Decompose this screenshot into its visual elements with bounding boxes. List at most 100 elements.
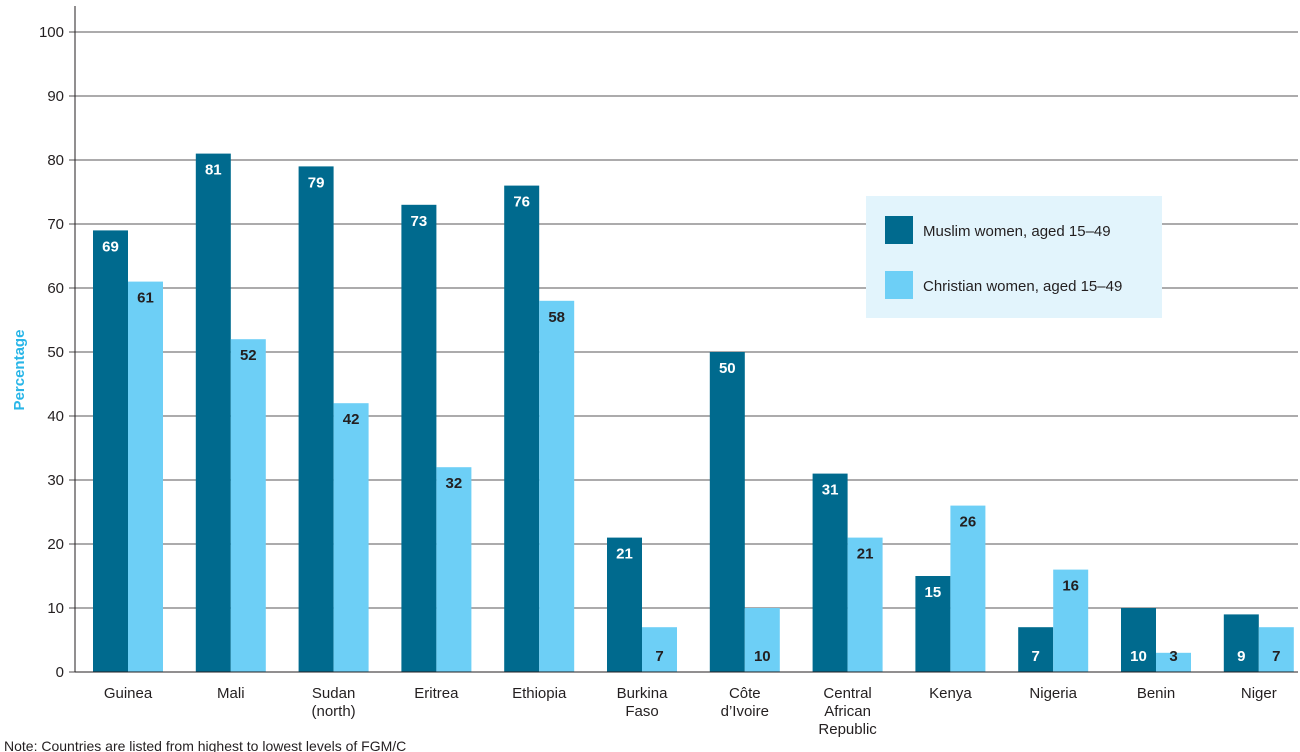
data-label: 81 xyxy=(205,162,222,179)
data-label: 31 xyxy=(822,482,839,499)
data-label: 16 xyxy=(1062,578,1079,595)
bar xyxy=(812,473,848,672)
x-tick-label: Guinea xyxy=(104,685,153,702)
gridlines xyxy=(75,31,1298,609)
data-label: 9 xyxy=(1237,648,1245,665)
bar xyxy=(230,339,266,672)
y-tick-label: 10 xyxy=(47,600,64,617)
x-tick-label: Burkina Faso xyxy=(617,685,669,720)
legend-box xyxy=(866,196,1162,318)
data-label: 10 xyxy=(754,648,771,665)
x-tick-label-line: Mali xyxy=(217,685,245,702)
y-axis-ticks: 0 10 20 30 40 50 60 70 80 90 100 xyxy=(39,24,75,681)
bar xyxy=(539,300,575,672)
bar xyxy=(195,153,231,673)
x-tick-label-line: Burkina xyxy=(617,685,669,702)
x-tick-label-line: Faso xyxy=(625,703,658,720)
bars: 6961815279427332765821750103121152671610… xyxy=(93,153,1294,673)
x-tick-label: Eritrea xyxy=(414,685,459,702)
bar xyxy=(1018,627,1054,672)
x-axis-category-labels: Guinea Mali Sudan (north) Eritrea Ethiopia Bur… xyxy=(104,685,1277,738)
data-label: 7 xyxy=(1272,648,1280,665)
x-tick-label-line: Nigeria xyxy=(1029,685,1077,702)
bar xyxy=(847,537,883,672)
x-tick-label: Benin xyxy=(1137,685,1175,702)
x-tick-label: Mali xyxy=(217,685,245,702)
x-tick-label: Central African Republic xyxy=(818,685,877,738)
y-axis-title: Percentage xyxy=(11,330,28,411)
bar xyxy=(607,537,642,672)
bar xyxy=(1258,627,1294,672)
data-label: 32 xyxy=(446,475,463,492)
legend-label: Muslim women, aged 15–49 xyxy=(923,223,1111,240)
legend: Muslim women, aged 15–49 Christian women,… xyxy=(866,196,1162,318)
data-label: 52 xyxy=(240,347,257,364)
data-label: 21 xyxy=(616,546,633,563)
bar xyxy=(1156,652,1191,672)
y-tick-label: 40 xyxy=(47,408,64,425)
bar xyxy=(298,166,334,672)
x-tick-label: Nigeria xyxy=(1029,685,1077,702)
data-label: 58 xyxy=(548,309,565,326)
data-label: 61 xyxy=(137,290,154,307)
y-tick-label: 20 xyxy=(47,536,64,553)
legend-swatch xyxy=(885,271,913,299)
x-tick-label-line: African xyxy=(824,703,871,720)
data-label: 69 xyxy=(102,238,119,255)
bar xyxy=(1121,608,1156,672)
bar xyxy=(504,185,540,672)
chart-note: Note: Countries are listed from highest … xyxy=(4,738,406,752)
y-tick-label: 30 xyxy=(47,472,64,489)
x-tick-label-line: Côte xyxy=(729,685,761,702)
x-tick-label-line: Central xyxy=(823,685,871,702)
x-tick-label-line: Benin xyxy=(1137,685,1175,702)
bar xyxy=(744,608,780,672)
data-label: 7 xyxy=(1032,648,1040,665)
x-tick-label: Côte d’Ivoire xyxy=(721,685,769,720)
bar xyxy=(401,204,437,673)
bar xyxy=(709,352,745,672)
data-label: 15 xyxy=(925,584,942,601)
x-tick-label-line: Ethiopia xyxy=(512,685,567,702)
data-label: 79 xyxy=(308,174,325,191)
bar xyxy=(436,467,472,672)
data-label: 3 xyxy=(1169,648,1177,665)
data-label: 7 xyxy=(655,648,663,665)
x-tick-label-line: Guinea xyxy=(104,685,153,702)
y-tick-label: 60 xyxy=(47,280,64,297)
y-tick-label: 100 xyxy=(39,24,64,41)
axes xyxy=(74,6,1298,673)
data-label: 76 xyxy=(513,194,530,211)
x-tick-label: Kenya xyxy=(929,685,972,702)
x-tick-label-line: Niger xyxy=(1241,685,1277,702)
bar xyxy=(93,230,128,672)
data-label: 21 xyxy=(857,546,874,563)
x-tick-label-line: Kenya xyxy=(929,685,972,702)
bar xyxy=(333,403,369,672)
x-tick-label-line: (north) xyxy=(312,703,356,720)
bar xyxy=(1053,569,1089,672)
bar xyxy=(642,627,677,672)
y-tick-label: 80 xyxy=(47,152,64,169)
x-tick-label-line: Sudan xyxy=(312,685,355,702)
bar xyxy=(128,281,163,672)
x-tick-label: Ethiopia xyxy=(512,685,567,702)
data-label: 26 xyxy=(960,514,977,531)
bar xyxy=(950,505,986,672)
x-tick-label: Sudan (north) xyxy=(312,685,356,720)
x-tick-label-line: Eritrea xyxy=(414,685,459,702)
legend-label: Christian women, aged 15–49 xyxy=(923,278,1122,295)
data-label: 50 xyxy=(719,360,736,377)
x-tick-label-line: d’Ivoire xyxy=(721,703,769,720)
x-tick-label: Niger xyxy=(1241,685,1277,702)
legend-swatch xyxy=(885,216,913,244)
y-tick-label: 0 xyxy=(56,664,64,681)
bar xyxy=(1223,614,1259,672)
x-tick-label-line: Republic xyxy=(818,721,877,738)
data-label: 10 xyxy=(1130,648,1147,665)
y-tick-label: 70 xyxy=(47,216,64,233)
data-label: 73 xyxy=(411,213,428,230)
y-tick-label: 90 xyxy=(47,88,64,105)
y-tick-label: 50 xyxy=(47,344,64,361)
